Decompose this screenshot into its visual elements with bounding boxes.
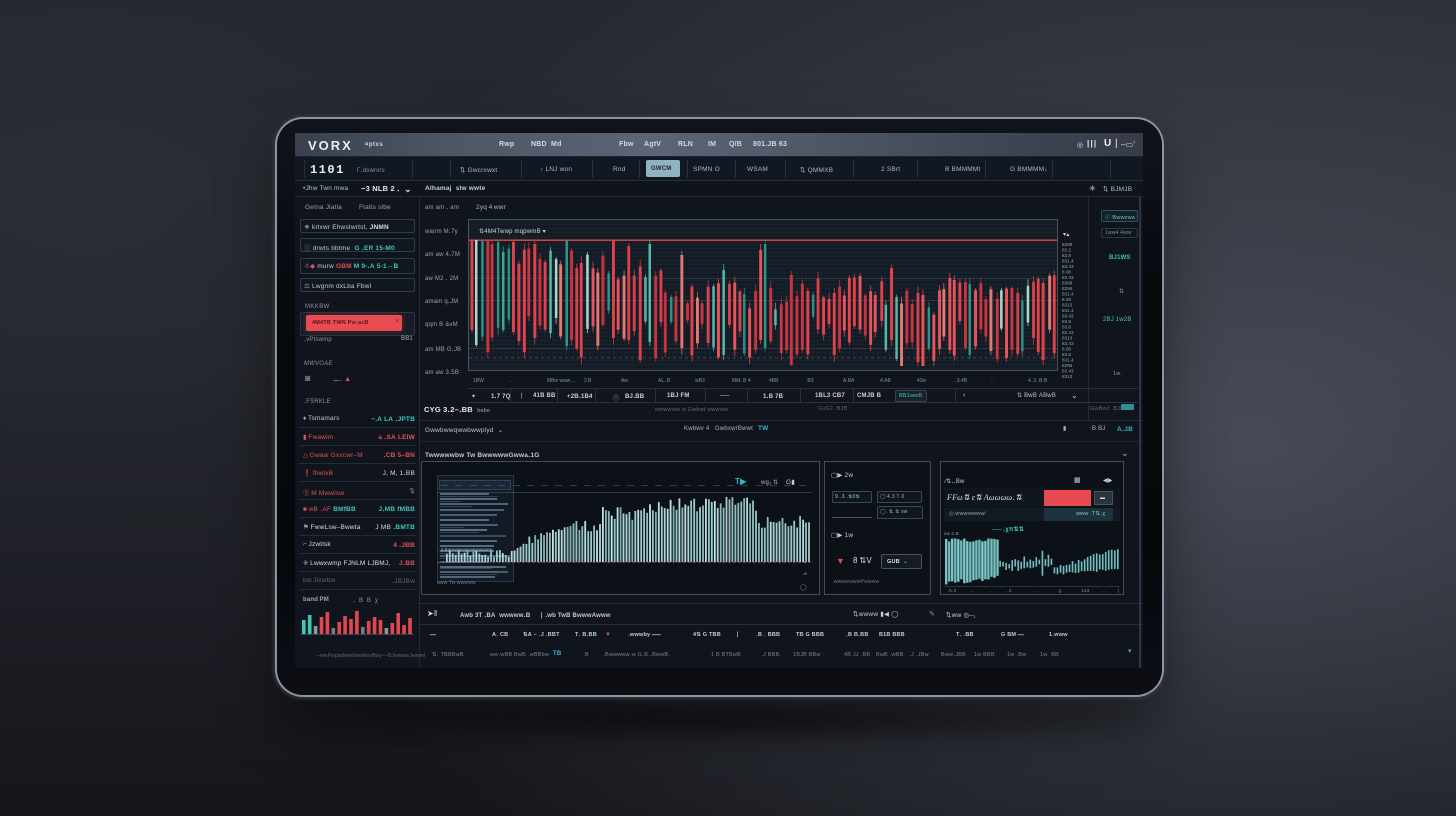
svg-text:83.43: 83.43 (1062, 330, 1074, 335)
svg-text:8.08: 8.08 (1062, 297, 1071, 302)
svg-text:83.8: 83.8 (1062, 352, 1071, 357)
svg-text:831.4: 831.4 (1062, 259, 1074, 264)
svg-text:43w: 43w (917, 378, 927, 384)
svg-text:.B3: .B3 (806, 378, 814, 384)
svg-text:AL..B: AL..B (658, 378, 671, 384)
svg-text:83.43: 83.43 (1062, 264, 1074, 269)
svg-text:831.4: 831.4 (1062, 292, 1074, 297)
svg-text:8296: 8296 (1062, 286, 1073, 291)
svg-text:A.BA: A.BA (843, 378, 855, 384)
svg-text:..: .. (991, 378, 994, 384)
svg-text:83.8: 83.8 (1062, 319, 1071, 324)
svg-text:4..3 .B.B: 4..3 .B.B (1028, 378, 1048, 384)
svg-text:1BW: 1BW (473, 378, 484, 384)
svg-text:831.4: 831.4 (1062, 358, 1074, 363)
svg-text:83.43: 83.43 (1062, 275, 1074, 280)
svg-text:Aw: Aw (621, 378, 628, 384)
svg-text:831.4: 831.4 (1062, 308, 1074, 313)
svg-text:8.08: 8.08 (1062, 347, 1071, 352)
svg-text:8308: 8308 (1062, 242, 1073, 247)
svg-text:8313: 8313 (1062, 336, 1073, 341)
svg-text:2.B: 2.B (584, 378, 592, 384)
svg-text:8.08: 8.08 (1062, 270, 1071, 275)
svg-text:83.43: 83.43 (1062, 314, 1074, 319)
svg-text:..: .. (510, 378, 513, 384)
svg-text:83.8: 83.8 (1062, 325, 1071, 330)
svg-text:4.AB: 4.AB (880, 378, 892, 384)
svg-text:83.43: 83.43 (1062, 369, 1074, 374)
svg-text:MM..B 4: MM..B 4 (732, 378, 751, 384)
svg-text:..3.4B: ..3.4B (954, 378, 968, 384)
svg-text:wB3: wB3 (695, 378, 705, 384)
svg-text:8296: 8296 (1062, 363, 1073, 368)
svg-text:83.43: 83.43 (1062, 341, 1074, 346)
svg-text:8313: 8313 (1062, 303, 1073, 308)
svg-text:8308: 8308 (1062, 281, 1073, 286)
svg-text:83.2: 83.2 (1062, 248, 1071, 253)
svg-text:MBw www ...: MBw www ... (547, 378, 576, 384)
svg-text:8313: 8313 (1062, 374, 1073, 378)
svg-text:4BB: 4BB (769, 378, 779, 384)
svg-text:83.8: 83.8 (1062, 253, 1071, 258)
